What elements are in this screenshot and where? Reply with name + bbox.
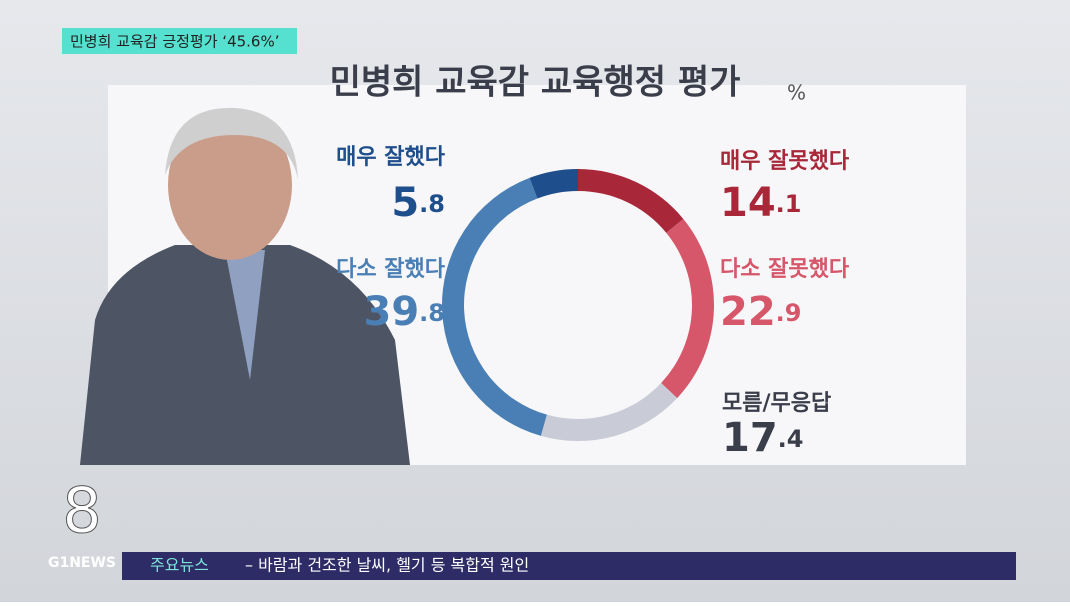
chart-title: 민병희 교육감 교육행정 평가 — [330, 63, 741, 103]
donut-segment — [442, 177, 547, 436]
category-label: 다소 잘했다 — [336, 257, 446, 282]
unit: % — [787, 81, 806, 105]
ticker-text: – 바람과 건조한 날씨, 헬기 등 복합적 원인 — [245, 556, 529, 575]
value-label: 14.1 — [720, 180, 802, 226]
donut-segment — [529, 169, 578, 199]
person — [80, 107, 410, 465]
value-label: 5.8 — [391, 180, 445, 226]
category-label: 매우 잘못했다 — [720, 149, 850, 174]
category-label: 매우 잘했다 — [336, 145, 446, 170]
caption-box — [62, 28, 297, 54]
ticker-bar — [122, 552, 1016, 580]
donut-segment — [540, 383, 678, 441]
category-label: 모름/무응답 — [722, 391, 831, 416]
logo-channel: 8 — [62, 474, 101, 547]
value-label: 22.9 — [720, 289, 802, 335]
ticker-label: 주요뉴스 — [150, 556, 209, 575]
caption: 민병희 교육감 긍정평가 ‘45.6%’ — [70, 33, 280, 51]
donut-segment — [578, 169, 684, 233]
value-label: 17.4 — [722, 415, 804, 461]
value-label: 39.8 — [364, 289, 446, 335]
category-label: 다소 잘못했다 — [720, 257, 850, 282]
donut-segment — [661, 218, 714, 399]
logo-name: G1NEWS — [48, 555, 116, 571]
